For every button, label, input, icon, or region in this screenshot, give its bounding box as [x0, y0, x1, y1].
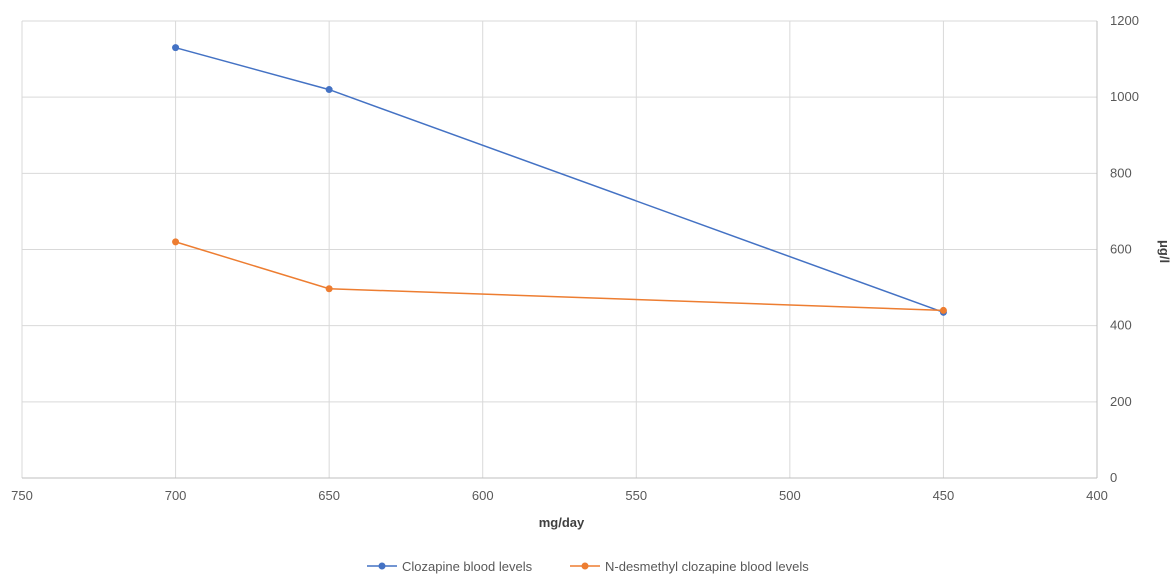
y-axis-ticks: 0 200 400 600 800 1000 1200 — [1110, 13, 1139, 485]
x-tick-label: 550 — [625, 488, 647, 503]
data-point — [325, 285, 333, 293]
y-tick-label: 0 — [1110, 470, 1117, 485]
grid — [21, 20, 1098, 479]
legend-marker — [581, 562, 589, 570]
x-tick-label: 400 — [1086, 488, 1108, 503]
data-point — [325, 86, 333, 94]
x-tick-label: 700 — [165, 488, 187, 503]
y-tick-label: 400 — [1110, 318, 1132, 333]
legend-item: N-desmethyl clozapine blood levels — [570, 559, 809, 574]
data-point — [172, 238, 180, 246]
legend-label: N-desmethyl clozapine blood levels — [605, 559, 809, 574]
y-tick-label: 800 — [1110, 165, 1132, 180]
x-tick-label: 450 — [933, 488, 955, 503]
y-tick-label: 1200 — [1110, 13, 1139, 28]
legend-item: Clozapine blood levels — [367, 559, 533, 574]
legend-marker — [378, 562, 386, 570]
legend: Clozapine blood levels N-desmethyl clozap… — [367, 559, 809, 574]
y-tick-label: 1000 — [1110, 89, 1139, 104]
x-tick-label: 500 — [779, 488, 801, 503]
y-tick-label: 600 — [1110, 242, 1132, 257]
legend-label: Clozapine blood levels — [402, 559, 533, 574]
y-tick-label: 200 — [1110, 394, 1132, 409]
x-axis-ticks: 750 700 650 600 550 500 450 400 — [11, 488, 1108, 503]
series-1 — [172, 44, 947, 316]
y-axis-title: μg/l — [1157, 240, 1172, 263]
x-tick-label: 600 — [472, 488, 494, 503]
series-2 — [172, 238, 947, 314]
data-point — [172, 44, 180, 52]
data-point — [939, 306, 947, 314]
x-tick-label: 750 — [11, 488, 33, 503]
series-line — [175, 241, 944, 312]
x-tick-label: 650 — [318, 488, 340, 503]
series-line — [175, 46, 944, 314]
series-layer — [172, 44, 947, 316]
x-axis-title: mg/day — [539, 515, 585, 530]
